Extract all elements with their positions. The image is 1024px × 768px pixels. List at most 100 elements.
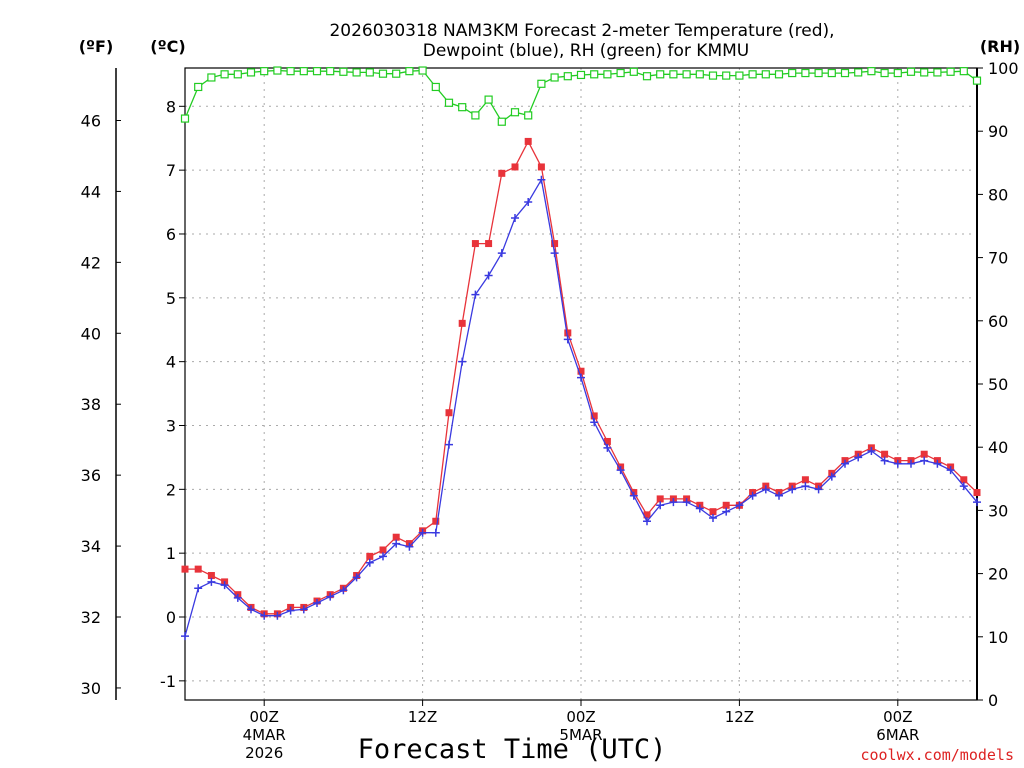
dewpoint-point bbox=[590, 418, 599, 427]
dewpoint-point bbox=[722, 507, 731, 516]
rh-tick-label: 60 bbox=[988, 312, 1008, 331]
temperature-point bbox=[524, 137, 532, 145]
rh-point bbox=[920, 68, 929, 77]
dewpoint-point bbox=[352, 573, 361, 582]
x-tick-label: 00Z bbox=[250, 708, 279, 726]
rh-point bbox=[471, 111, 480, 120]
dewpoint-point bbox=[247, 605, 255, 614]
temperature-point bbox=[577, 367, 585, 375]
rh-point bbox=[405, 67, 414, 76]
rh-point bbox=[365, 68, 374, 77]
rh-tick-label: 30 bbox=[988, 501, 1008, 520]
temperature-point bbox=[722, 501, 730, 509]
temperature-point bbox=[194, 565, 202, 573]
dewpoint-series-line bbox=[184, 177, 978, 637]
temperature-point bbox=[366, 552, 374, 560]
fahrenheit-tick-label: 46 bbox=[81, 111, 101, 130]
rh-tick-label: 80 bbox=[988, 185, 1008, 204]
temperature-point bbox=[603, 437, 611, 445]
rh-point bbox=[563, 72, 572, 81]
dewpoint-point bbox=[194, 584, 203, 593]
x-axis-label: Forecast Time (UTC) bbox=[358, 734, 667, 765]
dewpoint-point bbox=[669, 498, 678, 507]
dewpoint-point bbox=[893, 459, 902, 468]
temperature-point bbox=[445, 409, 453, 417]
rh-point bbox=[695, 70, 704, 79]
rh-point bbox=[260, 67, 269, 76]
rh-tick-label: 90 bbox=[988, 122, 1008, 141]
dewpoint-point bbox=[233, 593, 242, 602]
rh-point bbox=[933, 68, 942, 77]
temperature-point bbox=[801, 476, 809, 484]
fahrenheit-tick-label: 42 bbox=[81, 253, 101, 272]
rh-tick-label: 0 bbox=[988, 691, 998, 710]
dewpoint-point bbox=[207, 577, 216, 586]
dewpoint-point bbox=[946, 466, 955, 475]
rh-point bbox=[669, 70, 678, 79]
celsius-tick-label: 0 bbox=[166, 608, 176, 627]
fahrenheit-tick-label: 34 bbox=[81, 537, 101, 556]
rh-point bbox=[761, 70, 770, 79]
temperature-point bbox=[379, 546, 387, 554]
rh-point bbox=[774, 70, 784, 79]
fahrenheit-tick-label: 44 bbox=[81, 182, 101, 201]
fahrenheit-unit-label: (ºF) bbox=[79, 37, 114, 56]
dewpoint-point bbox=[431, 528, 440, 537]
rh-point bbox=[682, 70, 691, 79]
rh-tick-label: 40 bbox=[988, 438, 1008, 457]
temperature-point bbox=[920, 450, 928, 458]
dewpoint-point bbox=[933, 459, 942, 468]
rh-point bbox=[906, 67, 916, 76]
fahrenheit-tick-label: 30 bbox=[81, 679, 101, 698]
dewpoint-point bbox=[445, 440, 453, 449]
temperature-point bbox=[709, 508, 717, 516]
dewpoint-point bbox=[563, 335, 572, 344]
rh-point bbox=[616, 68, 625, 78]
dewpoint-point bbox=[827, 472, 836, 481]
rh-point bbox=[708, 71, 718, 80]
rh-point bbox=[458, 103, 467, 112]
celsius-tick-label: 2 bbox=[166, 480, 176, 499]
temperature-point bbox=[551, 240, 559, 248]
temperature-point bbox=[458, 319, 466, 327]
rh-point bbox=[867, 67, 876, 76]
rh-point bbox=[959, 67, 968, 76]
x-tick-label: 4MAR bbox=[243, 726, 286, 744]
dewpoint-point bbox=[959, 482, 968, 491]
rh-point bbox=[497, 117, 506, 126]
dewpoint-point bbox=[616, 466, 625, 475]
fahrenheit-tick-label: 36 bbox=[81, 466, 101, 485]
rh-point bbox=[286, 67, 295, 76]
rh-point bbox=[312, 67, 322, 76]
rh-point bbox=[788, 68, 797, 78]
watermark: coolwx.com/models bbox=[860, 746, 1014, 764]
temperature-point bbox=[432, 517, 440, 525]
celsius-tick-label: 7 bbox=[166, 161, 176, 180]
dewpoint-point bbox=[801, 482, 810, 491]
rh-point bbox=[801, 68, 810, 78]
rh-point bbox=[854, 68, 863, 77]
temperature-point bbox=[511, 163, 519, 171]
rh-point bbox=[220, 70, 229, 79]
rh-point bbox=[418, 66, 427, 75]
rh-point bbox=[946, 67, 955, 76]
temperature-point bbox=[881, 450, 889, 458]
rh-point bbox=[326, 67, 335, 76]
temperature-point bbox=[590, 412, 598, 420]
x-tick-label: 2026 bbox=[245, 744, 283, 762]
dewpoint-point bbox=[550, 249, 559, 258]
rh-point bbox=[194, 82, 203, 92]
x-tick-label: 12Z bbox=[408, 708, 437, 726]
dewpoint-point bbox=[907, 459, 915, 468]
rh-point bbox=[629, 67, 638, 76]
rh-point bbox=[722, 71, 731, 80]
rh-unit-label: (RH) bbox=[980, 37, 1020, 56]
celsius-tick-label: 4 bbox=[166, 353, 176, 372]
dewpoint-point bbox=[471, 290, 480, 299]
dewpoint-point bbox=[405, 542, 414, 551]
rh-tick-label: 70 bbox=[988, 249, 1008, 268]
dewpoint-point bbox=[286, 606, 295, 615]
dewpoint-point bbox=[392, 539, 401, 548]
celsius-tick-label: 1 bbox=[166, 544, 176, 563]
rh-point bbox=[814, 68, 823, 78]
